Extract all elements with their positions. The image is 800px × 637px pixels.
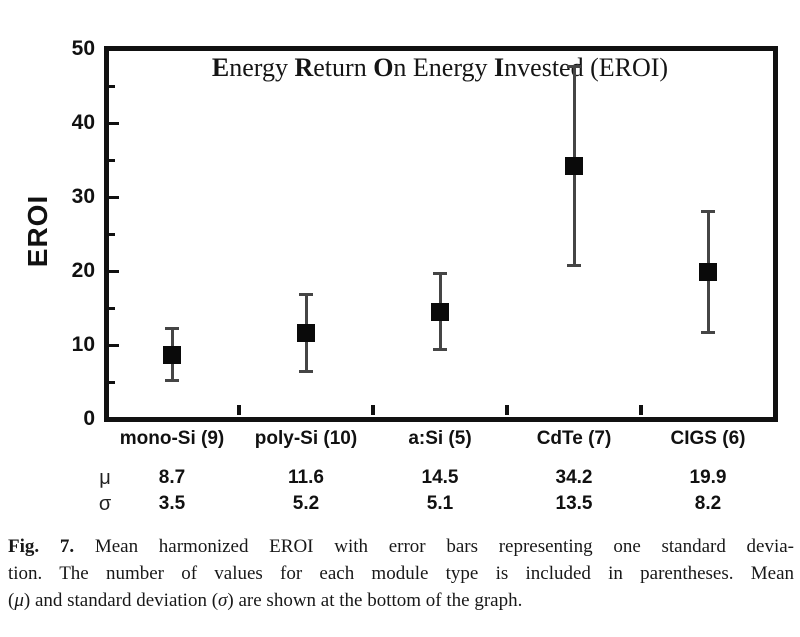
y-tick-label: 20	[71, 259, 95, 282]
sigma-value: 5.2	[292, 493, 320, 514]
chart-title-part: E	[211, 53, 230, 82]
x-tick	[371, 405, 375, 415]
data-point-marker	[163, 345, 181, 364]
sigma-value: 5.1	[426, 493, 454, 514]
error-bar-bottom-cap	[165, 379, 179, 383]
category-label: a:Si (5)	[408, 428, 472, 449]
error-bar-top-cap	[567, 64, 581, 68]
plot-area	[104, 46, 778, 422]
sigma-symbol: σ	[98, 493, 112, 515]
error-bar-bottom-cap	[567, 264, 581, 268]
data-point-marker	[699, 262, 717, 281]
y-minor-tick	[109, 158, 115, 162]
chart-title-part: O	[373, 53, 394, 82]
sigma-value: 13.5	[555, 493, 593, 514]
y-tick-label: 50	[71, 37, 95, 60]
x-tick	[237, 405, 241, 415]
y-tick-label: 40	[71, 111, 95, 134]
mu-symbol-caption: μ	[14, 590, 24, 611]
chart-title-part: eturn	[313, 53, 374, 82]
x-tick	[505, 405, 509, 415]
y-minor-tick	[109, 84, 115, 88]
y-tick-label: 10	[71, 333, 95, 356]
mu-value: 34.2	[555, 467, 593, 488]
y-major-tick	[109, 343, 119, 347]
chart-title-part: R	[294, 53, 314, 82]
y-major-tick	[109, 269, 119, 273]
chart-title-part: n Energy	[393, 53, 495, 82]
caption-text: ) are shown at the bottom of the graph.	[227, 590, 523, 611]
error-bar-bottom-cap	[433, 347, 447, 351]
category-label: mono-Si (9)	[119, 428, 225, 449]
figure-number: Fig. 7.	[8, 536, 75, 557]
mu-value: 14.5	[421, 467, 459, 488]
sigma-value: 8.2	[694, 493, 722, 514]
caption-line: (μ) and standard deviation (σ) are shown…	[8, 587, 794, 614]
sigma-value: 3.5	[158, 493, 186, 514]
chart-title-part: nvested (EROI)	[504, 53, 669, 82]
error-bar-bottom-cap	[299, 370, 313, 374]
x-tick	[639, 405, 643, 415]
error-bar-bottom-cap	[701, 330, 715, 334]
category-label: CIGS (6)	[670, 428, 746, 449]
y-major-tick	[109, 121, 119, 125]
y-major-tick	[109, 195, 119, 199]
error-bar-top-cap	[299, 293, 313, 297]
error-bar-top-cap	[433, 272, 447, 276]
mu-value: 11.6	[288, 467, 324, 488]
data-point-marker	[297, 324, 315, 343]
caption-line: Fig. 7. Mean harmonized EROI with error …	[8, 533, 794, 560]
error-bar-top-cap	[701, 209, 715, 213]
caption-text: (	[8, 590, 15, 611]
chart-title-part: I	[494, 53, 505, 82]
y-minor-tick	[109, 232, 115, 236]
mu-value: 19.9	[689, 467, 727, 488]
y-tick-label: 30	[71, 185, 95, 208]
error-bar-top-cap	[165, 327, 179, 331]
category-label: CdTe (7)	[536, 428, 612, 449]
category-label: poly-Si (10)	[254, 428, 358, 449]
mu-value: 8.7	[158, 467, 186, 488]
chart-title-part: nergy	[229, 53, 295, 82]
y-minor-tick	[109, 306, 115, 310]
y-tick-label: 0	[83, 407, 95, 430]
y-minor-tick	[109, 380, 115, 384]
mu-symbol: μ	[99, 467, 111, 489]
caption-line: tion. The number of values for each modu…	[8, 563, 794, 584]
figure-caption: Fig. 7. Mean harmonized EROI with error …	[8, 533, 794, 614]
data-point-marker	[565, 156, 583, 175]
caption-text: ) and standard deviation (	[23, 590, 219, 611]
data-point-marker	[431, 302, 449, 321]
sigma-symbol-caption: σ	[218, 590, 228, 611]
eroi-chart: E R O I Energy Return On Energy Invested (E…	[22, 37, 778, 515]
caption-text: Mean harmonized EROI with error bars rep…	[74, 536, 795, 557]
chart-title: Energy Return On Energy Invested (EROI)	[105, 53, 775, 83]
